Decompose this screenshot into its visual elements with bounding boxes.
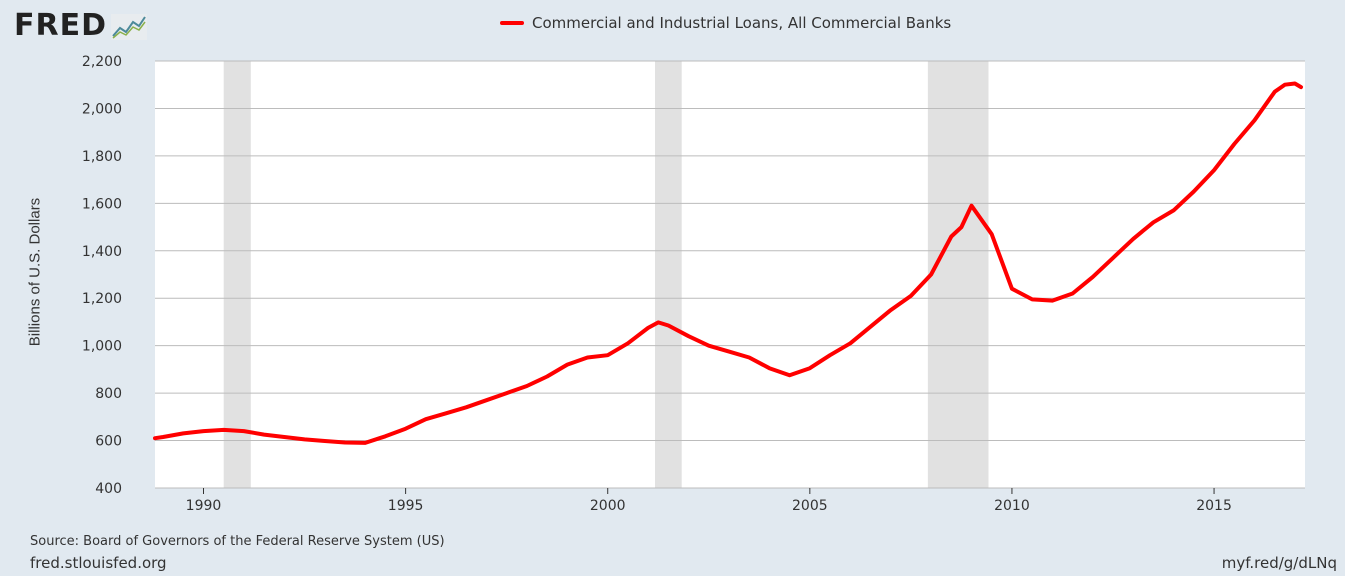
y-tick-label: 1,200 — [82, 291, 122, 307]
y-tick-label: 1,800 — [82, 149, 122, 165]
recession-band — [223, 61, 251, 488]
y-tick-label: 2,000 — [82, 101, 122, 117]
fred-logo[interactable]: FRED — [14, 8, 147, 43]
x-tick-label: 1990 — [186, 498, 222, 514]
recession-band — [927, 61, 989, 488]
y-tick-label: 1,600 — [82, 196, 122, 212]
x-tick-label: 2005 — [792, 498, 828, 514]
x-tick-label: 2000 — [590, 498, 626, 514]
plot-area — [155, 61, 1305, 488]
source-note: Source: Board of Governors of the Federa… — [30, 534, 445, 549]
y-tick-label: 1,000 — [82, 339, 122, 355]
chart-legend: Commercial and Industrial Loans, All Com… — [500, 14, 951, 32]
fred-logo-text: FRED — [14, 8, 107, 43]
y-tick-label: 600 — [95, 434, 122, 450]
y-tick-label: 400 — [95, 481, 122, 497]
short-link[interactable]: myf.red/g/dLNq — [1221, 554, 1337, 572]
line-chart-icon — [111, 13, 147, 40]
series-line — [153, 81, 1303, 445]
x-tick-label: 2015 — [1196, 498, 1232, 514]
x-tick-label: 1995 — [388, 498, 424, 514]
recession-band — [655, 61, 682, 488]
y-tick-label: 2,200 — [82, 54, 122, 70]
site-link[interactable]: fred.stlouisfed.org — [30, 554, 167, 572]
y-tick-label: 800 — [95, 386, 122, 402]
y-tick-label: 1,400 — [82, 244, 122, 260]
x-tick-label: 2010 — [994, 498, 1030, 514]
legend-swatch — [500, 21, 524, 25]
legend-label: Commercial and Industrial Loans, All Com… — [532, 14, 952, 32]
